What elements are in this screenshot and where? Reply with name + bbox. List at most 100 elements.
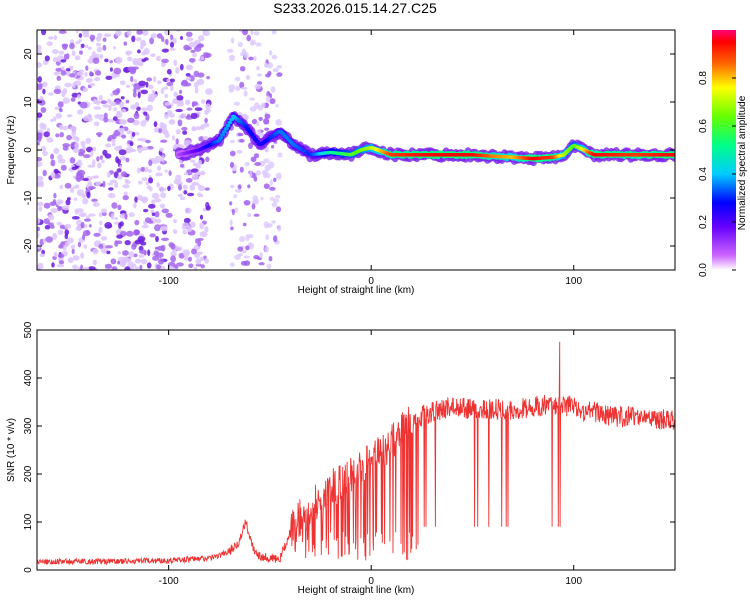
spectral-blob [79, 50, 83, 55]
spectral-blob [102, 180, 106, 188]
spectral-blob [96, 156, 100, 162]
spectral-blob [52, 199, 57, 205]
spectral-blob [134, 258, 142, 264]
spectral-blob [107, 182, 114, 186]
spectral-blob [182, 184, 188, 190]
spectral-blob [139, 264, 143, 270]
spectral-blob [72, 255, 80, 261]
spectral-blob [185, 77, 192, 81]
spectral-blob [66, 68, 71, 72]
spectral-blob [61, 66, 65, 71]
spectral-blob [151, 90, 156, 94]
spectral-blob [263, 221, 269, 229]
spectral-blob [269, 179, 273, 187]
spectral-blob [41, 30, 47, 36]
spectral-blob [188, 58, 196, 63]
spectral-blob [190, 49, 196, 54]
spectral-blob [202, 136, 209, 141]
spectral-blob [121, 134, 127, 139]
spectral-blob [161, 36, 165, 42]
spectral-blob [140, 120, 147, 127]
spectral-blob [244, 161, 250, 167]
spectral-blob [75, 40, 81, 45]
spectral-blob [100, 208, 107, 214]
spectral-blob [117, 251, 122, 255]
spectral-blob [184, 207, 192, 214]
spectral-blob [77, 109, 84, 115]
spectral-blob [74, 142, 80, 149]
spectral-blob [133, 79, 138, 83]
spectral-blob [268, 50, 273, 56]
spectral-blob [119, 80, 126, 86]
spectral-blob [177, 193, 184, 198]
spectral-blob [115, 156, 119, 164]
spectral-blob [110, 213, 115, 220]
spectral-blob [64, 223, 72, 229]
spectral-blob [229, 150, 236, 157]
spectral-blob [141, 258, 148, 265]
y-tick-label: 200 [23, 465, 34, 482]
spectral-blob [70, 97, 76, 102]
spectral-blob [154, 246, 159, 250]
spectral-blob [60, 59, 67, 63]
spectral-blob [159, 186, 164, 193]
spectral-blob [55, 133, 60, 138]
spectral-blob [173, 59, 178, 66]
spectral-blob [137, 91, 141, 99]
spectral-blob [249, 97, 255, 101]
spectral-blob [57, 229, 64, 235]
spectral-blob [74, 55, 81, 61]
spectral-blob [229, 262, 235, 267]
spectral-blob [253, 153, 260, 159]
spectral-blob [111, 142, 116, 147]
spectral-blob [69, 42, 75, 50]
spectral-blob [143, 208, 149, 213]
spectral-blob [253, 176, 258, 182]
spectral-blob [71, 50, 76, 57]
spectral-blob [137, 61, 144, 67]
spectral-blob [62, 145, 69, 151]
spectral-blob [77, 101, 82, 105]
spectral-blob [156, 252, 164, 258]
spectral-blob [185, 64, 193, 71]
spectral-blob [205, 103, 211, 110]
spectral-blob [181, 126, 188, 131]
spectral-blob [102, 44, 107, 51]
spectral-blob [62, 88, 68, 95]
spectral-blob [172, 98, 179, 105]
snr-series-line [37, 341, 675, 566]
spectral-blob [202, 30, 208, 33]
spectral-blob [76, 208, 84, 213]
spectral-blob [245, 75, 251, 80]
spectral-blob [153, 75, 157, 83]
spectral-blob [79, 101, 88, 109]
spectral-blob [258, 116, 263, 122]
spectral-blob [128, 251, 135, 258]
spectral-blob [98, 212, 103, 218]
spectral-blob [93, 201, 97, 207]
spectral-blob [236, 149, 243, 154]
spectral-blob [95, 36, 102, 42]
spectral-blob [204, 52, 212, 58]
spectral-blob [64, 182, 72, 189]
spectral-blob [37, 217, 41, 225]
spectral-blob [37, 201, 44, 207]
spectral-blob [58, 50, 64, 55]
spectral-blob [94, 175, 99, 179]
spectral-blob [199, 231, 208, 238]
spectral-blob [123, 41, 128, 46]
spectral-blob [131, 131, 136, 137]
spectral-blob [226, 48, 234, 53]
spectral-blob [162, 129, 169, 135]
spectral-blob [143, 111, 148, 116]
spectral-blob [263, 118, 270, 125]
spectral-blob [39, 122, 45, 130]
spectral-blob [200, 56, 204, 61]
spectral-blob [193, 81, 199, 88]
y-tick-label: 20 [23, 48, 34, 60]
spectral-blob [127, 117, 135, 124]
spectral-blob [154, 155, 162, 163]
spectral-blob [146, 104, 153, 112]
spectral-blob [84, 218, 91, 222]
spectral-blob [119, 119, 127, 125]
